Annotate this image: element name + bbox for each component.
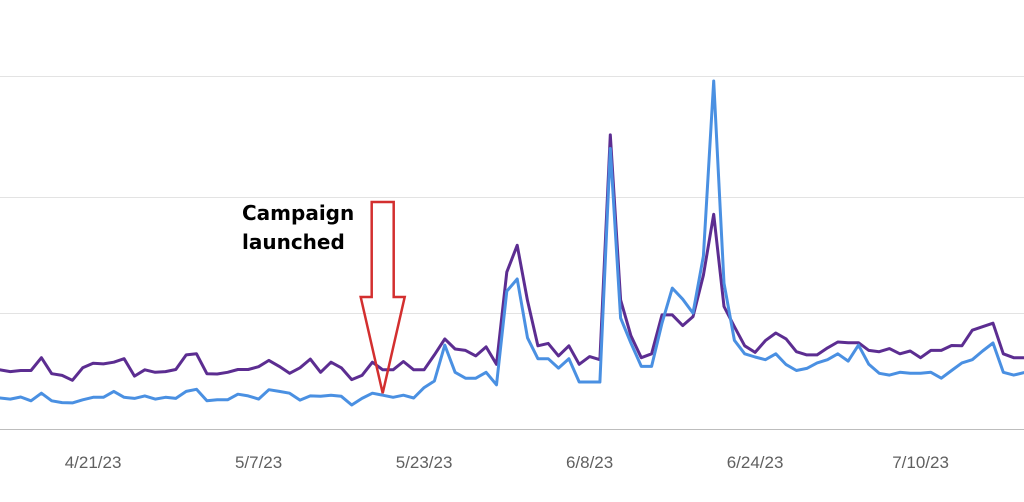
x-tick-label: 5/23/23	[396, 453, 453, 472]
annotation-down-arrow	[359, 200, 407, 394]
x-tick-label: 6/8/23	[566, 453, 613, 472]
series-line-2	[0, 79, 1024, 407]
x-axis-ticks: 4/21/23 5/7/23 5/23/23 6/8/23 6/24/23 7/10/23	[65, 453, 949, 472]
annotation-text-line-1: Campaign	[242, 201, 354, 225]
series-layer	[0, 79, 1024, 407]
x-tick-label: 4/21/23	[65, 453, 122, 472]
campaign-annotation: Campaign launched	[242, 200, 407, 394]
annotation-text-line-2: launched	[242, 230, 345, 254]
x-tick-label: 6/24/23	[727, 453, 784, 472]
x-tick-label: 5/7/23	[235, 453, 282, 472]
x-tick-label: 7/10/23	[892, 453, 949, 472]
series-line-1	[0, 133, 1024, 382]
gridlines	[0, 76, 1024, 430]
